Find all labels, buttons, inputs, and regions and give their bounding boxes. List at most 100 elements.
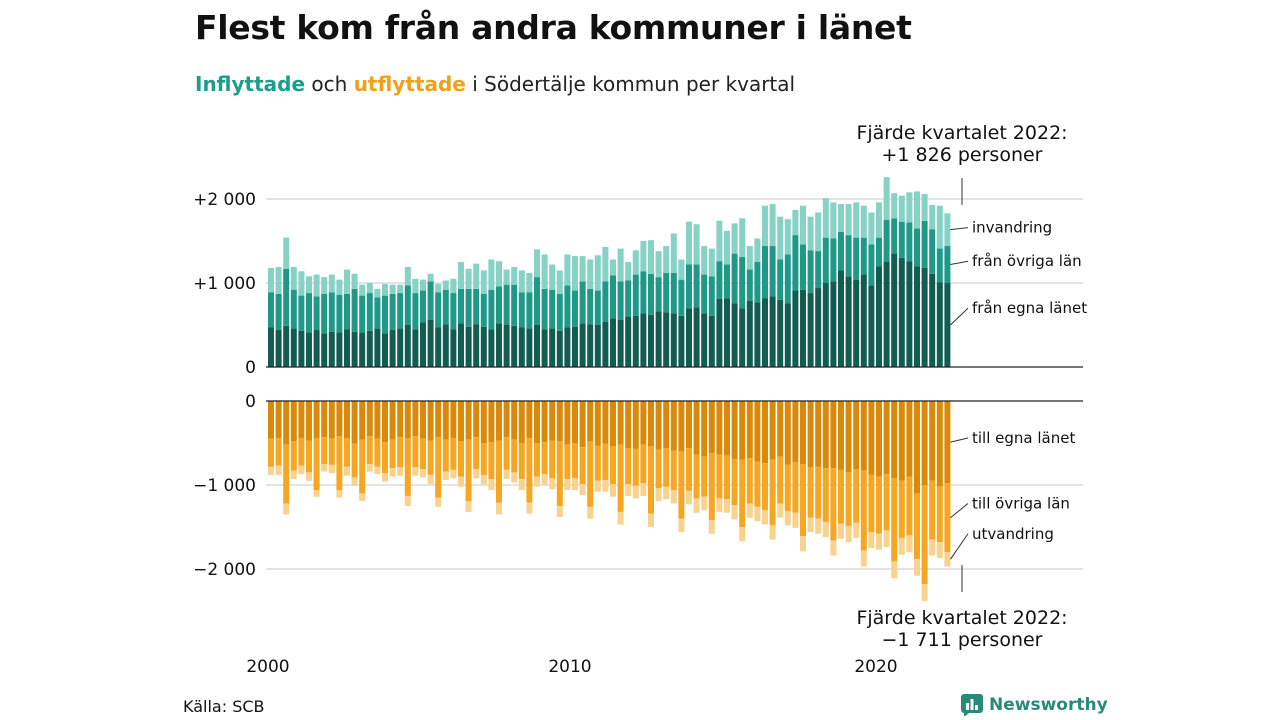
series-leader-in-0 xyxy=(950,307,969,326)
bar-out-0-67 xyxy=(777,401,784,457)
bar-out-0-51 xyxy=(655,401,662,450)
bar-in-2-49 xyxy=(640,241,647,272)
bar-in-2-40 xyxy=(572,256,578,291)
bar-in-1-23 xyxy=(442,289,449,325)
y-tick-top-1: +1 000 xyxy=(193,274,256,294)
bar-out-1-86 xyxy=(921,485,928,585)
bar-out-1-25 xyxy=(458,441,464,477)
bar-out-0-25 xyxy=(458,401,464,442)
bar-in-1-66 xyxy=(769,246,776,297)
subtitle-rest: i Södertälje kommun per kvartal xyxy=(472,72,796,96)
bar-in-2-69 xyxy=(792,209,799,236)
bar-out-1-70 xyxy=(800,464,806,537)
bar-out-1-31 xyxy=(503,437,510,470)
bar-in-0-44 xyxy=(602,321,609,367)
bar-out-0-54 xyxy=(678,401,685,452)
bar-in-0-21 xyxy=(427,319,434,367)
bar-out-2-77 xyxy=(853,522,860,538)
bar-in-1-73 xyxy=(822,237,829,283)
bar-out-1-42 xyxy=(587,441,594,507)
bar-out-1-69 xyxy=(792,462,799,513)
bar-in-2-0 xyxy=(268,267,274,293)
bar-in-0-14 xyxy=(374,328,381,367)
bar-out-2-87 xyxy=(929,539,936,556)
bar-in-0-56 xyxy=(693,307,700,367)
bar-in-0-79 xyxy=(868,285,875,367)
bar-out-0-66 xyxy=(769,401,776,460)
bar-in-1-69 xyxy=(792,235,799,291)
bar-out-2-33 xyxy=(518,479,525,491)
bar-out-2-59 xyxy=(716,498,723,512)
bar-out-2-23 xyxy=(442,471,449,480)
bar-out-1-21 xyxy=(427,440,434,475)
series-leader-in-1 xyxy=(950,260,969,266)
bar-out-2-46 xyxy=(617,511,624,525)
bar-out-0-18 xyxy=(404,401,411,438)
bar-in-1-37 xyxy=(549,289,556,329)
bar-in-0-27 xyxy=(473,324,480,367)
bar-in-2-51 xyxy=(655,251,662,278)
bar-in-0-54 xyxy=(678,315,685,367)
bar-out-2-43 xyxy=(594,480,601,492)
bar-in-0-42 xyxy=(587,324,594,367)
bar-in-0-6 xyxy=(313,330,320,367)
bar-in-0-13 xyxy=(366,330,373,367)
bar-out-0-74 xyxy=(830,401,837,469)
bar-out-0-52 xyxy=(663,401,670,449)
bar-in-0-28 xyxy=(480,326,487,367)
bar-out-1-16 xyxy=(389,439,396,469)
bar-out-0-8 xyxy=(328,401,335,439)
bar-out-2-56 xyxy=(693,498,700,513)
bar-out-2-39 xyxy=(564,479,571,491)
bar-in-1-29 xyxy=(488,289,495,330)
bar-in-1-48 xyxy=(632,274,639,316)
bar-in-0-36 xyxy=(541,329,548,367)
y-tick-bottom-2: −2 000 xyxy=(193,560,256,580)
bar-in-2-9 xyxy=(336,279,343,295)
bar-out-1-56 xyxy=(693,454,700,499)
bar-in-0-87 xyxy=(929,273,936,367)
bar-in-2-66 xyxy=(769,204,776,247)
bar-out-2-12 xyxy=(359,493,366,501)
bar-in-2-60 xyxy=(724,230,730,265)
bar-in-0-35 xyxy=(534,325,540,367)
bar-in-0-78 xyxy=(860,274,867,367)
bar-in-2-19 xyxy=(412,278,419,294)
bar-out-0-12 xyxy=(359,401,366,440)
bar-in-2-10 xyxy=(344,269,350,294)
bar-out-0-61 xyxy=(731,401,738,459)
bar-out-2-4 xyxy=(298,465,305,475)
bar-in-1-58 xyxy=(708,276,715,316)
bar-out-2-44 xyxy=(602,479,609,492)
bar-in-1-2 xyxy=(283,268,290,326)
bar-in-2-11 xyxy=(351,273,358,289)
bar-out-0-88 xyxy=(936,401,943,487)
bar-in-1-62 xyxy=(739,256,746,309)
bar-out-0-28 xyxy=(480,401,487,443)
bar-in-0-74 xyxy=(830,281,837,367)
bar-out-2-89 xyxy=(944,552,951,567)
bar-in-2-37 xyxy=(549,264,556,290)
bar-in-0-19 xyxy=(412,329,419,367)
bar-out-1-30 xyxy=(496,440,502,503)
bar-in-2-16 xyxy=(389,284,396,294)
bar-out-0-42 xyxy=(587,401,594,442)
bar-in-2-15 xyxy=(382,283,388,296)
bar-in-1-89 xyxy=(944,246,951,283)
bar-in-0-7 xyxy=(321,333,328,367)
bar-out-1-9 xyxy=(336,436,343,491)
bar-in-2-63 xyxy=(746,246,753,270)
bar-out-1-40 xyxy=(572,443,578,479)
bar-in-2-61 xyxy=(731,223,738,254)
bar-out-2-32 xyxy=(511,472,518,483)
bar-out-1-48 xyxy=(632,448,639,486)
bar-in-1-35 xyxy=(534,277,540,325)
bar-in-1-17 xyxy=(397,293,404,329)
bar-in-1-64 xyxy=(754,262,761,303)
bar-in-0-2 xyxy=(283,325,290,367)
chart-subtitle: Inflyttade och utflyttade i Södertälje k… xyxy=(195,72,795,96)
bar-out-2-36 xyxy=(541,474,548,485)
bar-out-0-27 xyxy=(473,401,480,438)
bar-in-0-82 xyxy=(891,253,898,367)
bar-chart-icon xyxy=(961,694,983,716)
